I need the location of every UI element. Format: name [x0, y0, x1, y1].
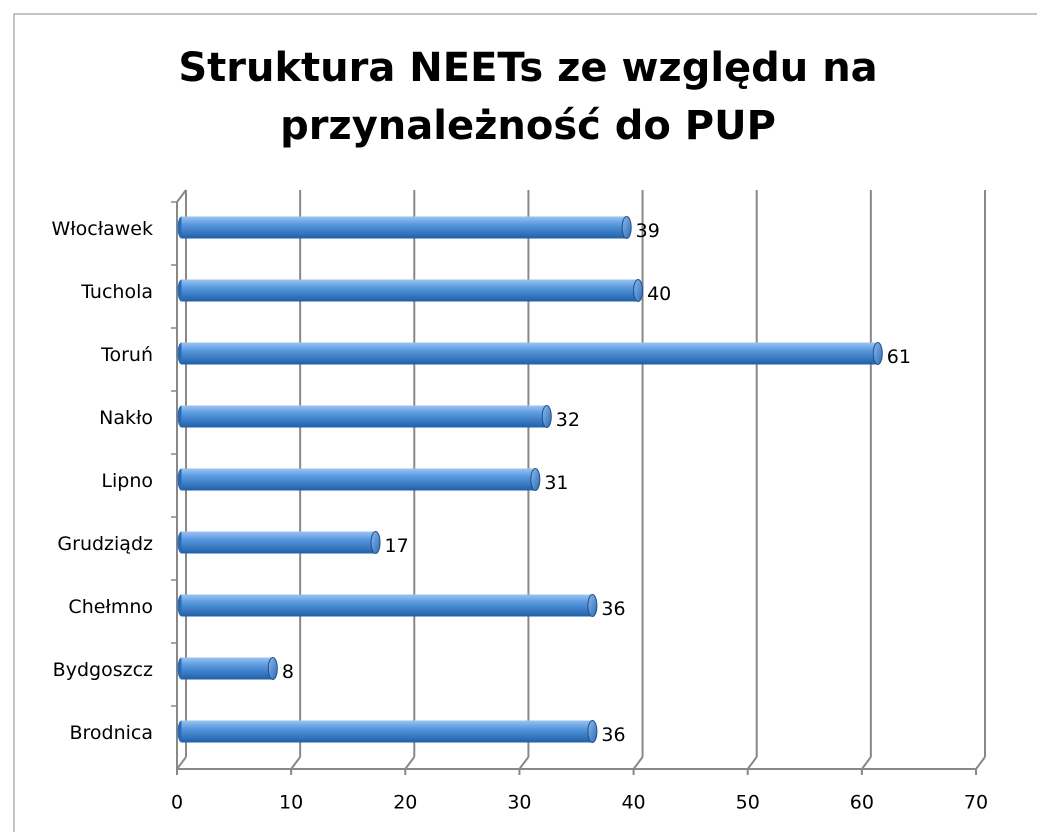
- bar-body: [181, 216, 627, 239]
- y-tick-label: Tuchola: [80, 281, 153, 303]
- bar-cap: [587, 594, 598, 617]
- bar-body: [181, 594, 593, 617]
- bar-body: [181, 279, 639, 302]
- data-label: 17: [385, 535, 409, 557]
- bar: [177, 720, 598, 743]
- bar-cap: [541, 405, 552, 428]
- grid-line: [632, 756, 644, 770]
- x-tick-label: 20: [393, 792, 417, 814]
- bar-body: [181, 657, 273, 680]
- data-label: 61: [887, 346, 911, 368]
- y-tick-label: Nakło: [99, 407, 153, 429]
- y-tick-label: Grudziądz: [57, 533, 153, 555]
- grid-line: [861, 756, 872, 770]
- x-tick-label: 0: [171, 792, 183, 814]
- bar-body: [181, 405, 547, 428]
- y-tick-label: Chełmno: [68, 596, 153, 618]
- x-tick-label: 60: [850, 792, 874, 814]
- data-label: 8: [282, 661, 294, 683]
- chart-title: Struktura NEETs ze względu na: [178, 45, 877, 91]
- bar: [177, 342, 883, 365]
- bar-cap: [872, 342, 883, 365]
- bar: [177, 531, 381, 554]
- bar: [177, 468, 541, 491]
- bar-body: [181, 720, 593, 743]
- x-tick-label: 30: [507, 792, 531, 814]
- grid-line: [404, 756, 416, 770]
- bar-cap: [370, 531, 381, 554]
- data-label: 36: [601, 598, 625, 620]
- y-tick-label: Lipno: [101, 470, 153, 492]
- data-label: 32: [556, 409, 580, 431]
- bar-body: [181, 531, 376, 554]
- y-tick-label: Toruń: [100, 344, 153, 366]
- bar-cap: [530, 468, 541, 491]
- data-label: 31: [544, 472, 568, 494]
- axis-edge: [176, 189, 187, 203]
- bar-cap: [267, 657, 278, 680]
- grid-line: [290, 756, 301, 770]
- data-label: 36: [601, 724, 625, 746]
- chart-title: przynależność do PUP: [280, 103, 776, 149]
- grid-line: [518, 756, 530, 770]
- grid-line: [746, 756, 758, 770]
- bar: [177, 279, 644, 302]
- bar-cap: [587, 720, 598, 743]
- bar-cap: [621, 216, 632, 239]
- bar: [177, 216, 632, 239]
- x-tick-label: 10: [279, 792, 303, 814]
- data-label: 39: [636, 220, 660, 242]
- x-tick-label: 40: [621, 792, 645, 814]
- data-label: 40: [647, 283, 671, 305]
- bar: [177, 594, 598, 617]
- x-tick-label: 70: [964, 792, 988, 814]
- bar: [177, 405, 552, 428]
- x-tick-label: 50: [736, 792, 760, 814]
- bar-body: [181, 468, 536, 491]
- y-tick-label: Włocławek: [51, 218, 153, 240]
- y-tick-label: Brodnica: [69, 722, 153, 744]
- bar-cap: [633, 279, 644, 302]
- bar: [177, 657, 278, 680]
- y-tick-label: Bydgoszcz: [53, 659, 153, 681]
- grid-line: [176, 756, 187, 770]
- grid-line: [975, 756, 986, 770]
- bar-body: [181, 342, 878, 365]
